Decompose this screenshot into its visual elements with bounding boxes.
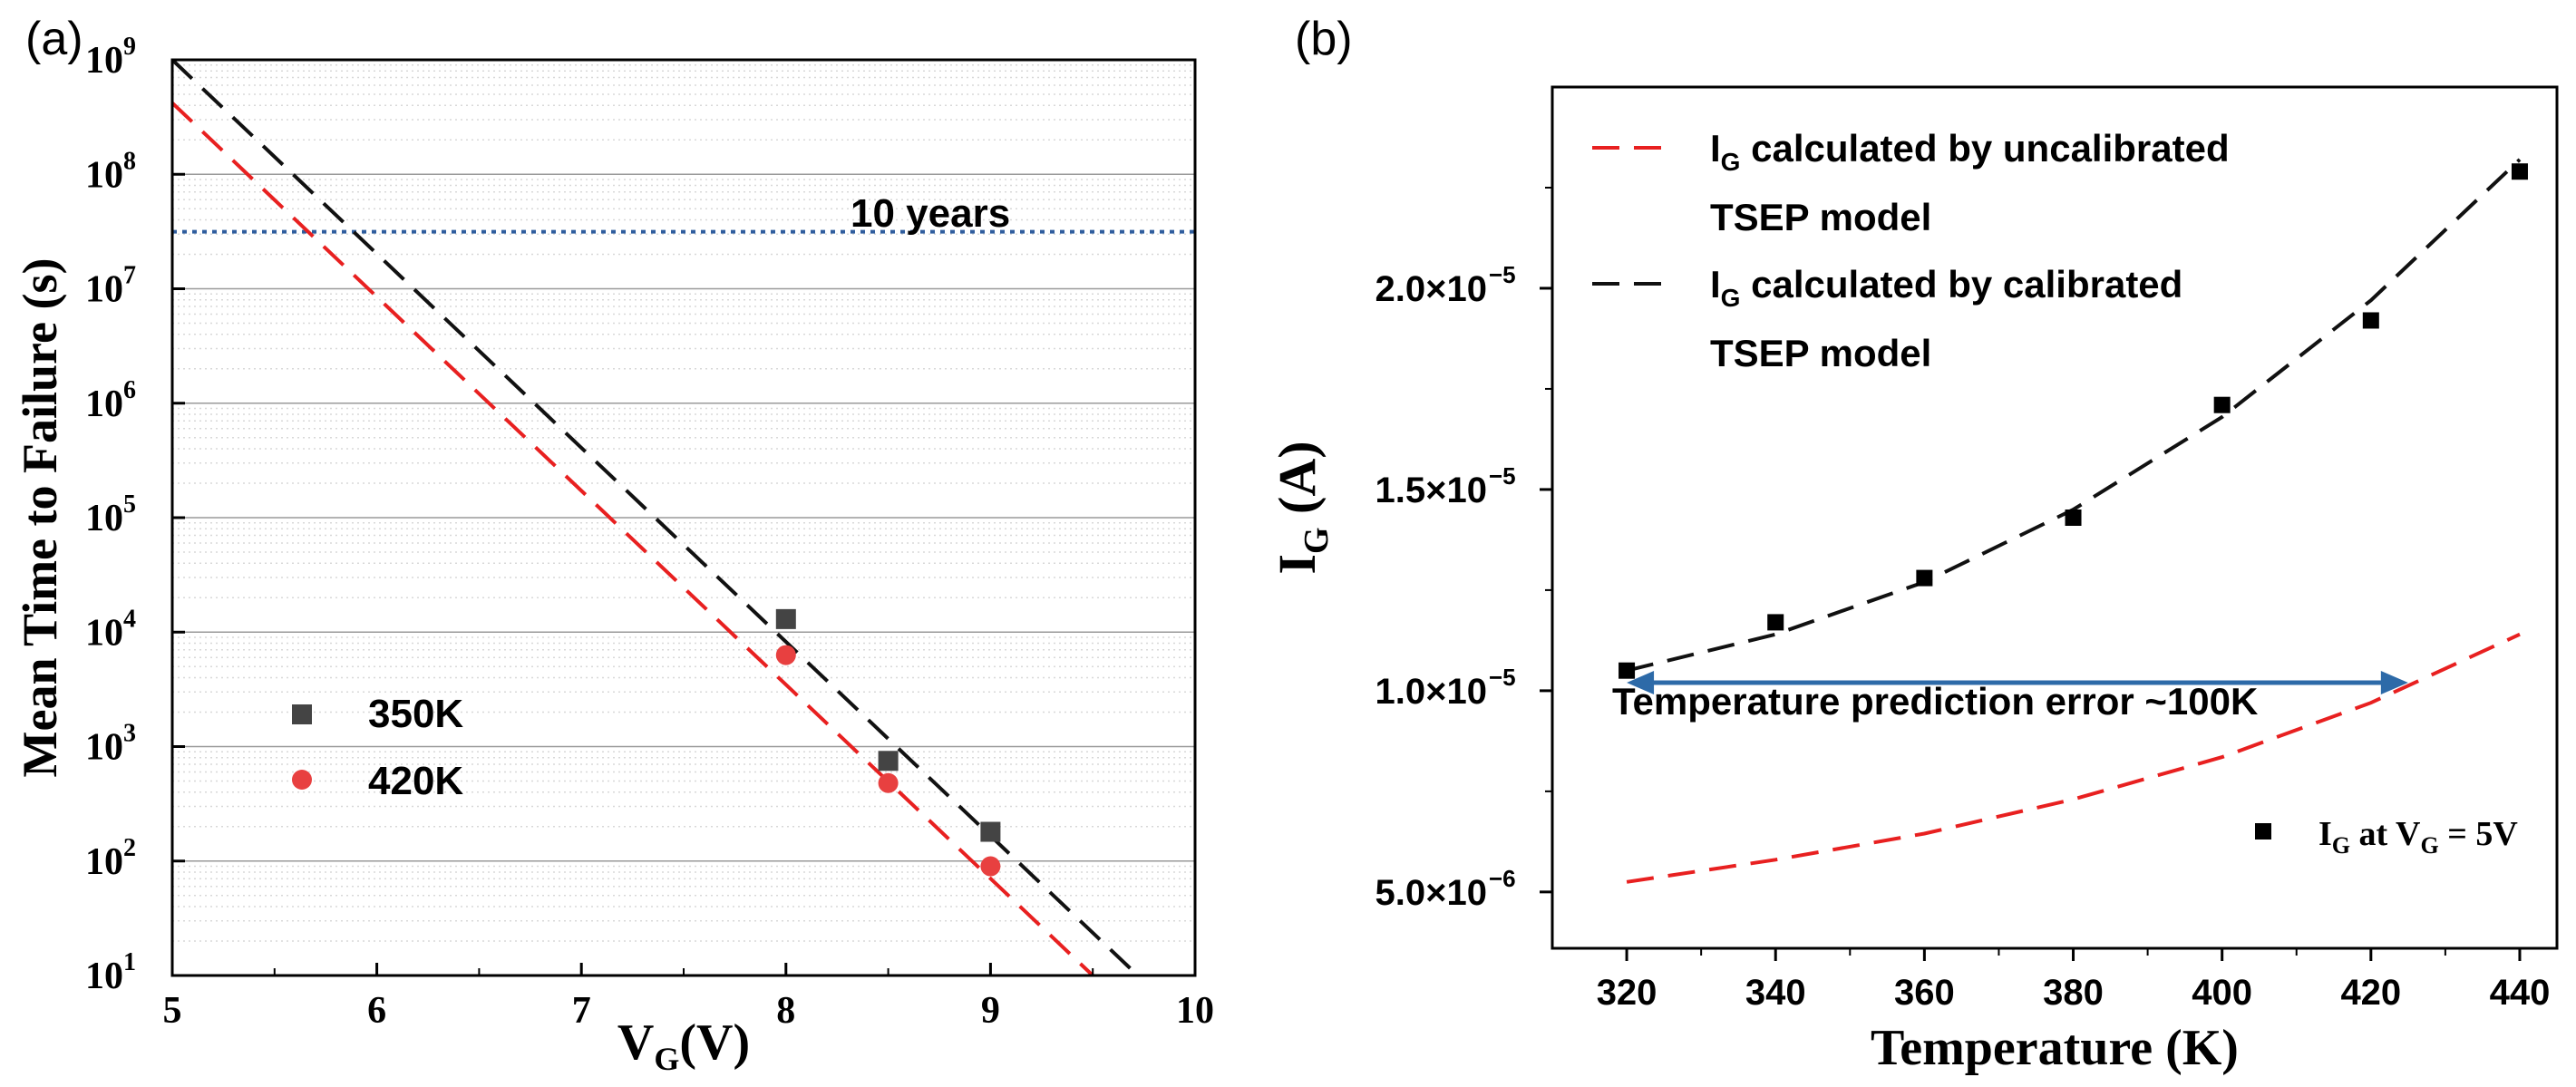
- y-tick-label: 104: [85, 605, 136, 654]
- measured-point: [2213, 396, 2231, 413]
- panel-b-label: (b): [1295, 13, 1353, 65]
- x-tick-label: 340: [1745, 973, 1806, 1013]
- fit-line-350k: [170, 58, 1140, 977]
- panel-b-points: [1619, 163, 2528, 679]
- y-tick-label: 105: [85, 490, 136, 539]
- x-tick-label: 10: [1176, 990, 1214, 1032]
- panel-b-y-ticks: 5.0×10 −61.0×10 −51.5×10 −52.0×10 −5: [1375, 186, 1552, 913]
- measured-point: [1619, 662, 1636, 679]
- y-tick-label: 1.5×10: [1375, 471, 1487, 510]
- x-tick-label: 420: [2340, 973, 2401, 1013]
- legend-420k-label: 420K: [368, 759, 463, 803]
- panel-a: (a) 5 6 7 8 9 10 101102103104105106107108109 …: [13, 13, 1214, 1077]
- x-tick-label: 320: [1597, 973, 1657, 1013]
- panel-b-error-arrow: [1627, 671, 2408, 695]
- panel-b-marker-legend: IG at VG = 5V: [2255, 815, 2518, 859]
- measured-point: [2511, 163, 2528, 180]
- y-tick-exponent: 1: [123, 948, 136, 976]
- y-tick-label: 1.0×10: [1375, 672, 1487, 712]
- legend-350k-marker: [292, 704, 312, 724]
- panel-b: (b) 320 340 360 380 400 420 440 5.0×10 −6 1.0×10…: [1268, 13, 2559, 1076]
- legend-uncalibrated-label-line2: TSEP model: [1710, 196, 1931, 238]
- y-tick-exponent: 7: [123, 262, 136, 290]
- y-tick-label: 2.0×10: [1375, 269, 1487, 309]
- x-tick-label: 6: [367, 990, 386, 1032]
- y-tick-exponent: −6: [1489, 865, 1516, 892]
- panel-b-y-title: IG (A): [1268, 441, 1336, 574]
- panel-a-x-ticks: 5 6 7 8 9 10: [163, 963, 1214, 1032]
- panel-a-x-title: VG(V): [617, 1014, 750, 1077]
- y-tick-exponent: −5: [1489, 664, 1516, 691]
- legend-350k-label: 350K: [368, 692, 463, 736]
- x-tick-label: 360: [1894, 973, 1955, 1013]
- arrow-head-left: [1627, 671, 1655, 695]
- uncalibrated-curve: [1626, 632, 2521, 884]
- y-tick-label: 5.0×10: [1375, 873, 1487, 913]
- y-tick-exponent: 9: [123, 33, 136, 61]
- x-tick-label: 7: [572, 990, 591, 1032]
- y-tick-exponent: 8: [123, 147, 136, 175]
- measured-point: [1916, 569, 1933, 587]
- panel-a-legend: 350K 420K: [292, 692, 463, 803]
- panel-b-annotation: Temperature prediction error ~100K: [1612, 680, 2258, 723]
- panel-b-plot-frame: [1550, 85, 2559, 950]
- y-tick-exponent: 3: [123, 720, 136, 748]
- data-point-350k: [775, 608, 796, 629]
- data-point-420k: [878, 772, 899, 793]
- data-point-350k: [878, 751, 899, 772]
- panel-a-label: (a): [25, 13, 83, 65]
- x-tick-label: 9: [981, 990, 1000, 1032]
- x-tick-label: 440: [2490, 973, 2551, 1013]
- y-tick-exponent: −5: [1489, 462, 1516, 490]
- x-tick-label: 380: [2043, 973, 2104, 1013]
- y-tick-label: 101: [85, 948, 136, 997]
- y-tick-exponent: 4: [123, 605, 136, 633]
- y-tick-label: 106: [85, 376, 136, 425]
- legend-uncalibrated-label: IG calculated by uncalibrated: [1710, 127, 2230, 176]
- y-tick-exponent: 5: [123, 490, 136, 519]
- panel-b-x-ticks: 320 340 360 380 400 420 440: [1597, 948, 2551, 1013]
- panel-a-y-ticks: 101 102 103 104 105 106 107 108 109: [85, 33, 185, 997]
- panel-a-ref-label: 10 years: [851, 191, 1010, 236]
- legend-420k-marker: [292, 770, 312, 790]
- x-tick-label: 5: [163, 990, 182, 1032]
- y-tick-exponent: 6: [123, 376, 136, 404]
- measured-point: [2362, 312, 2379, 329]
- panel-b-x-title: Temperature (K): [1871, 1020, 2239, 1076]
- data-point-350k: [980, 821, 1001, 842]
- fit-line-420k: [170, 102, 1094, 977]
- legend-calibrated-label: IG calculated by calibrated: [1710, 263, 2182, 312]
- data-point-420k: [980, 856, 1001, 877]
- x-tick-label: 8: [776, 990, 795, 1032]
- y-tick-exponent: 2: [123, 834, 136, 862]
- panel-a-y-title: Mean Time to Failure (s): [13, 258, 67, 778]
- panel-a-grid: [172, 64, 1195, 942]
- legend-measured-marker: [2255, 823, 2271, 840]
- x-tick-label: 400: [2192, 973, 2252, 1013]
- panel-a-points: [775, 608, 1001, 877]
- panel-b-legend: IG calculated by uncalibrated TSEP model…: [1592, 127, 2230, 374]
- legend-measured-label: IG at VG = 5V: [2318, 815, 2518, 859]
- y-tick-label: 103: [85, 720, 136, 769]
- arrow-head-right: [2380, 671, 2408, 695]
- y-tick-label: 109: [85, 33, 136, 82]
- y-tick-label: 107: [85, 262, 136, 311]
- y-tick-label: 108: [85, 147, 136, 196]
- data-point-420k: [775, 645, 796, 665]
- y-tick-exponent: −5: [1489, 261, 1516, 288]
- measured-point: [2065, 510, 2082, 526]
- y-tick-label: 102: [85, 834, 136, 883]
- panel-a-fit-lines: [170, 58, 1140, 977]
- legend-calibrated-label-line2: TSEP model: [1710, 332, 1931, 374]
- measured-point: [1767, 614, 1784, 631]
